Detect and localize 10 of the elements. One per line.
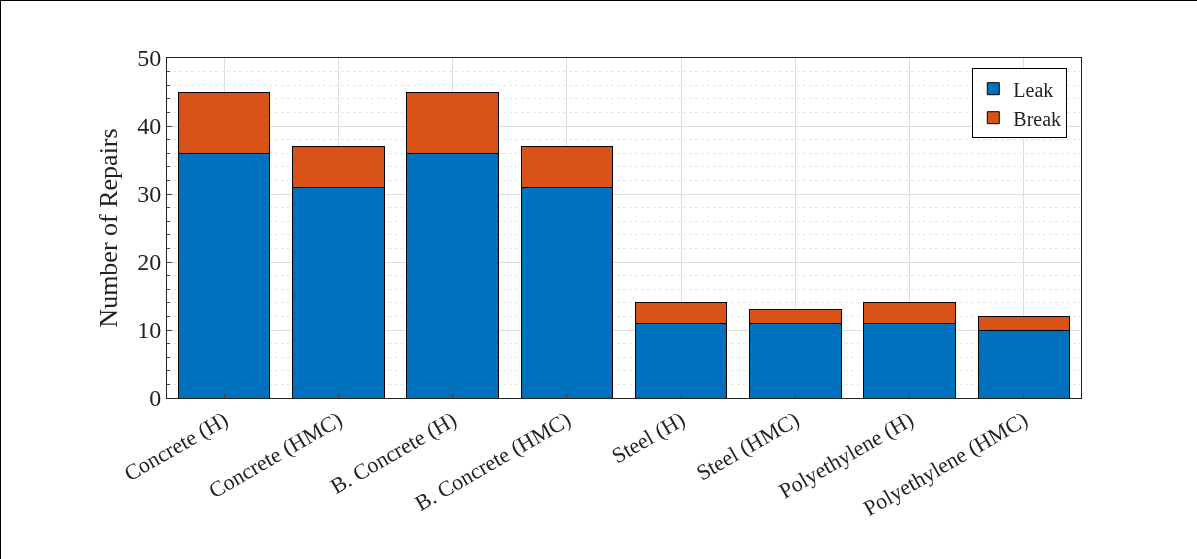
y-tick-label: 30: [137, 181, 162, 208]
y-tick-label: 0: [149, 385, 162, 412]
y-tick-label: 40: [137, 113, 162, 140]
y-tick-label: 20: [137, 249, 162, 276]
y-tick-label: 50: [137, 45, 162, 72]
legend-label: Break: [1013, 107, 1062, 130]
y-tick-label: 10: [137, 317, 162, 344]
legend-label: Leak: [1013, 78, 1054, 101]
x-tick-label: Steel (H): [607, 406, 690, 469]
y-axis-title: Number of Repairs: [93, 128, 123, 328]
